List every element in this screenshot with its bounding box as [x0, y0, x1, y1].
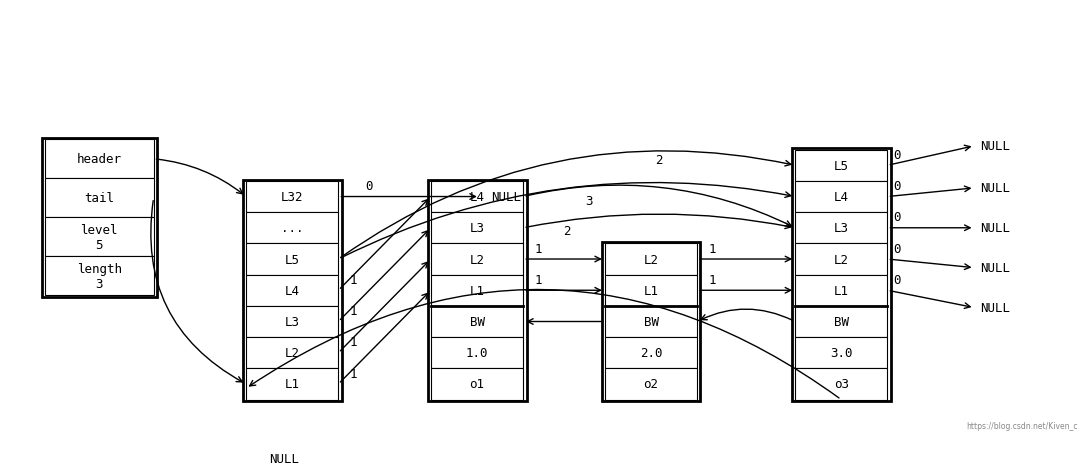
Text: o1: o1 [470, 378, 485, 391]
Bar [45, 257, 154, 296]
Bar [795, 150, 887, 181]
Text: BW: BW [834, 315, 849, 328]
Bar [246, 213, 338, 244]
Text: L3: L3 [284, 315, 300, 328]
Text: 1: 1 [708, 242, 715, 255]
Bar [246, 369, 338, 400]
Bar [246, 338, 338, 369]
Text: L3: L3 [470, 222, 485, 235]
Text: NULL: NULL [980, 140, 1010, 153]
Text: L4: L4 [284, 284, 300, 297]
Bar [431, 369, 523, 400]
Text: NULL: NULL [980, 182, 1010, 195]
Bar [431, 213, 523, 244]
Text: L2: L2 [470, 253, 485, 266]
Text: 0: 0 [893, 211, 900, 224]
Bar [41, 138, 157, 297]
Bar [246, 306, 338, 338]
Text: NULL: NULL [269, 452, 299, 463]
Bar [795, 275, 887, 306]
Text: 2.0: 2.0 [640, 346, 663, 359]
Text: 2: 2 [655, 154, 663, 167]
Bar [431, 338, 523, 369]
Text: 0: 0 [365, 180, 373, 193]
Text: 3: 3 [584, 194, 592, 207]
Bar [427, 180, 526, 401]
Bar [605, 275, 698, 306]
Text: NULL: NULL [980, 222, 1010, 235]
Text: o3: o3 [834, 378, 849, 391]
Bar [246, 275, 338, 306]
Text: 1: 1 [534, 273, 542, 286]
Bar [795, 213, 887, 244]
Text: ...: ... [281, 222, 303, 235]
Text: NULL: NULL [980, 262, 1010, 275]
Bar [605, 244, 698, 275]
Text: https://blog.csdn.net/Kiven_c: https://blog.csdn.net/Kiven_c [966, 421, 1078, 430]
Text: NULL: NULL [980, 301, 1010, 314]
Text: L1: L1 [284, 378, 300, 391]
Text: L4: L4 [834, 191, 849, 204]
Text: L1: L1 [470, 284, 485, 297]
Text: 0: 0 [893, 180, 900, 193]
Bar [431, 181, 523, 213]
Text: 1: 1 [349, 336, 356, 349]
Text: 1.0: 1.0 [465, 346, 488, 359]
Text: BW: BW [470, 315, 485, 328]
Text: header: header [76, 153, 122, 166]
Bar [605, 369, 698, 400]
Text: 2: 2 [564, 225, 570, 238]
Text: BW: BW [643, 315, 658, 328]
Text: L5: L5 [834, 159, 849, 172]
Text: L2: L2 [834, 253, 849, 266]
Text: 1: 1 [708, 273, 715, 286]
Text: L1: L1 [834, 284, 849, 297]
Bar [45, 218, 154, 257]
Bar [243, 180, 341, 401]
Text: L1: L1 [643, 284, 658, 297]
Text: 0: 0 [893, 273, 900, 286]
Bar [246, 244, 338, 275]
Text: 1: 1 [534, 242, 542, 255]
Text: 3.0: 3.0 [829, 346, 852, 359]
Text: 1: 1 [349, 273, 356, 286]
Bar [791, 149, 891, 401]
Bar [605, 306, 698, 338]
Text: 0: 0 [893, 242, 900, 255]
Text: NULL: NULL [490, 191, 521, 204]
Text: 1: 1 [349, 305, 356, 318]
Bar [795, 306, 887, 338]
Bar [605, 338, 698, 369]
Bar [45, 140, 154, 179]
Bar [795, 181, 887, 213]
Bar [431, 306, 523, 338]
Bar [795, 369, 887, 400]
Bar [602, 243, 701, 401]
Bar [45, 179, 154, 218]
Text: length
3: length 3 [76, 263, 122, 290]
Text: o2: o2 [643, 378, 658, 391]
Bar [246, 181, 338, 213]
Text: L4: L4 [470, 191, 485, 204]
Bar [431, 275, 523, 306]
Text: level
5: level 5 [81, 224, 118, 251]
Text: L5: L5 [284, 253, 300, 266]
Text: tail: tail [84, 192, 114, 205]
Text: L3: L3 [834, 222, 849, 235]
Text: L32: L32 [281, 191, 303, 204]
Text: L2: L2 [643, 253, 658, 266]
Text: 1: 1 [349, 367, 356, 380]
Text: 0: 0 [893, 149, 900, 162]
Bar [431, 244, 523, 275]
Bar [795, 244, 887, 275]
Bar [795, 338, 887, 369]
Text: L2: L2 [284, 346, 300, 359]
